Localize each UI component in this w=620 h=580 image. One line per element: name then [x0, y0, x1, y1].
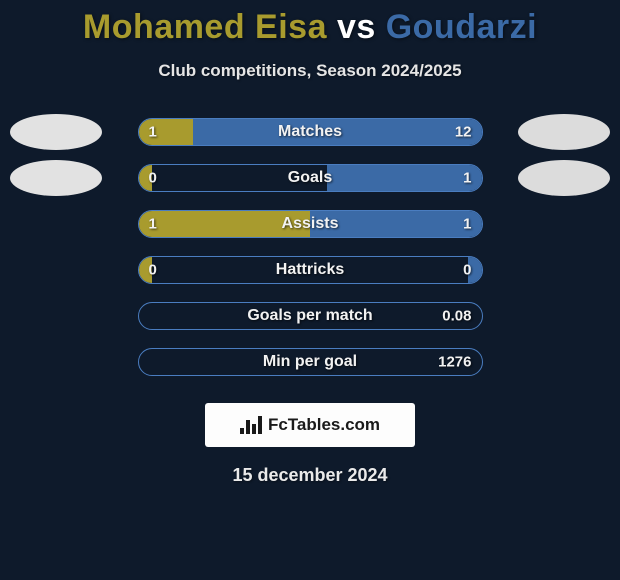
value-right: 1	[463, 216, 471, 233]
value-right: 12	[455, 124, 472, 141]
comparison-chart: 1 12 Matches 0 1 Goals 1 1 Assists 0 0 Hattricks 0.0…	[0, 109, 620, 385]
date-label: 15 december 2024	[0, 465, 620, 486]
value-left: 1	[149, 124, 157, 141]
stat-bar: 1 1 Assists	[138, 210, 483, 238]
stat-label: Goals	[288, 169, 332, 187]
stat-row: 1276 Min per goal	[0, 339, 620, 385]
player2-avatar-placeholder	[518, 160, 610, 196]
stat-label: Min per goal	[263, 353, 357, 371]
bars-icon	[240, 416, 262, 434]
stat-row: 1 12 Matches	[0, 109, 620, 155]
stat-row: 0 1 Goals	[0, 155, 620, 201]
page-title: Mohamed Eisa vs Goudarzi	[0, 0, 620, 47]
title-player1: Mohamed Eisa	[83, 8, 327, 46]
badge-text: FcTables.com	[268, 415, 380, 435]
stat-bar: 1 12 Matches	[138, 118, 483, 146]
stat-bar: 0 1 Goals	[138, 164, 483, 192]
title-vs: vs	[327, 8, 386, 46]
source-badge: FcTables.com	[205, 403, 415, 447]
stat-bar: 0 0 Hattricks	[138, 256, 483, 284]
value-right: 0.08	[442, 308, 471, 325]
stat-row: 0 0 Hattricks	[0, 247, 620, 293]
player1-avatar-placeholder	[10, 160, 102, 196]
value-right: 1	[463, 170, 471, 187]
stat-row: 1 1 Assists	[0, 201, 620, 247]
stat-label: Assists	[282, 215, 339, 233]
title-player2: Goudarzi	[386, 8, 537, 46]
player2-avatar-placeholder	[518, 114, 610, 150]
stat-label: Hattricks	[276, 261, 344, 279]
bar-segment-right	[327, 165, 481, 191]
stat-label: Goals per match	[247, 307, 372, 325]
value-right: 1276	[438, 354, 471, 371]
value-right: 0	[463, 262, 471, 279]
bar-segment-left	[139, 119, 194, 145]
value-left: 0	[149, 262, 157, 279]
value-left: 1	[149, 216, 157, 233]
stat-bar: 0.08 Goals per match	[138, 302, 483, 330]
stat-bar: 1276 Min per goal	[138, 348, 483, 376]
stat-label: Matches	[278, 123, 342, 141]
player1-avatar-placeholder	[10, 114, 102, 150]
value-left: 0	[149, 170, 157, 187]
subtitle: Club competitions, Season 2024/2025	[0, 61, 620, 81]
stat-row: 0.08 Goals per match	[0, 293, 620, 339]
